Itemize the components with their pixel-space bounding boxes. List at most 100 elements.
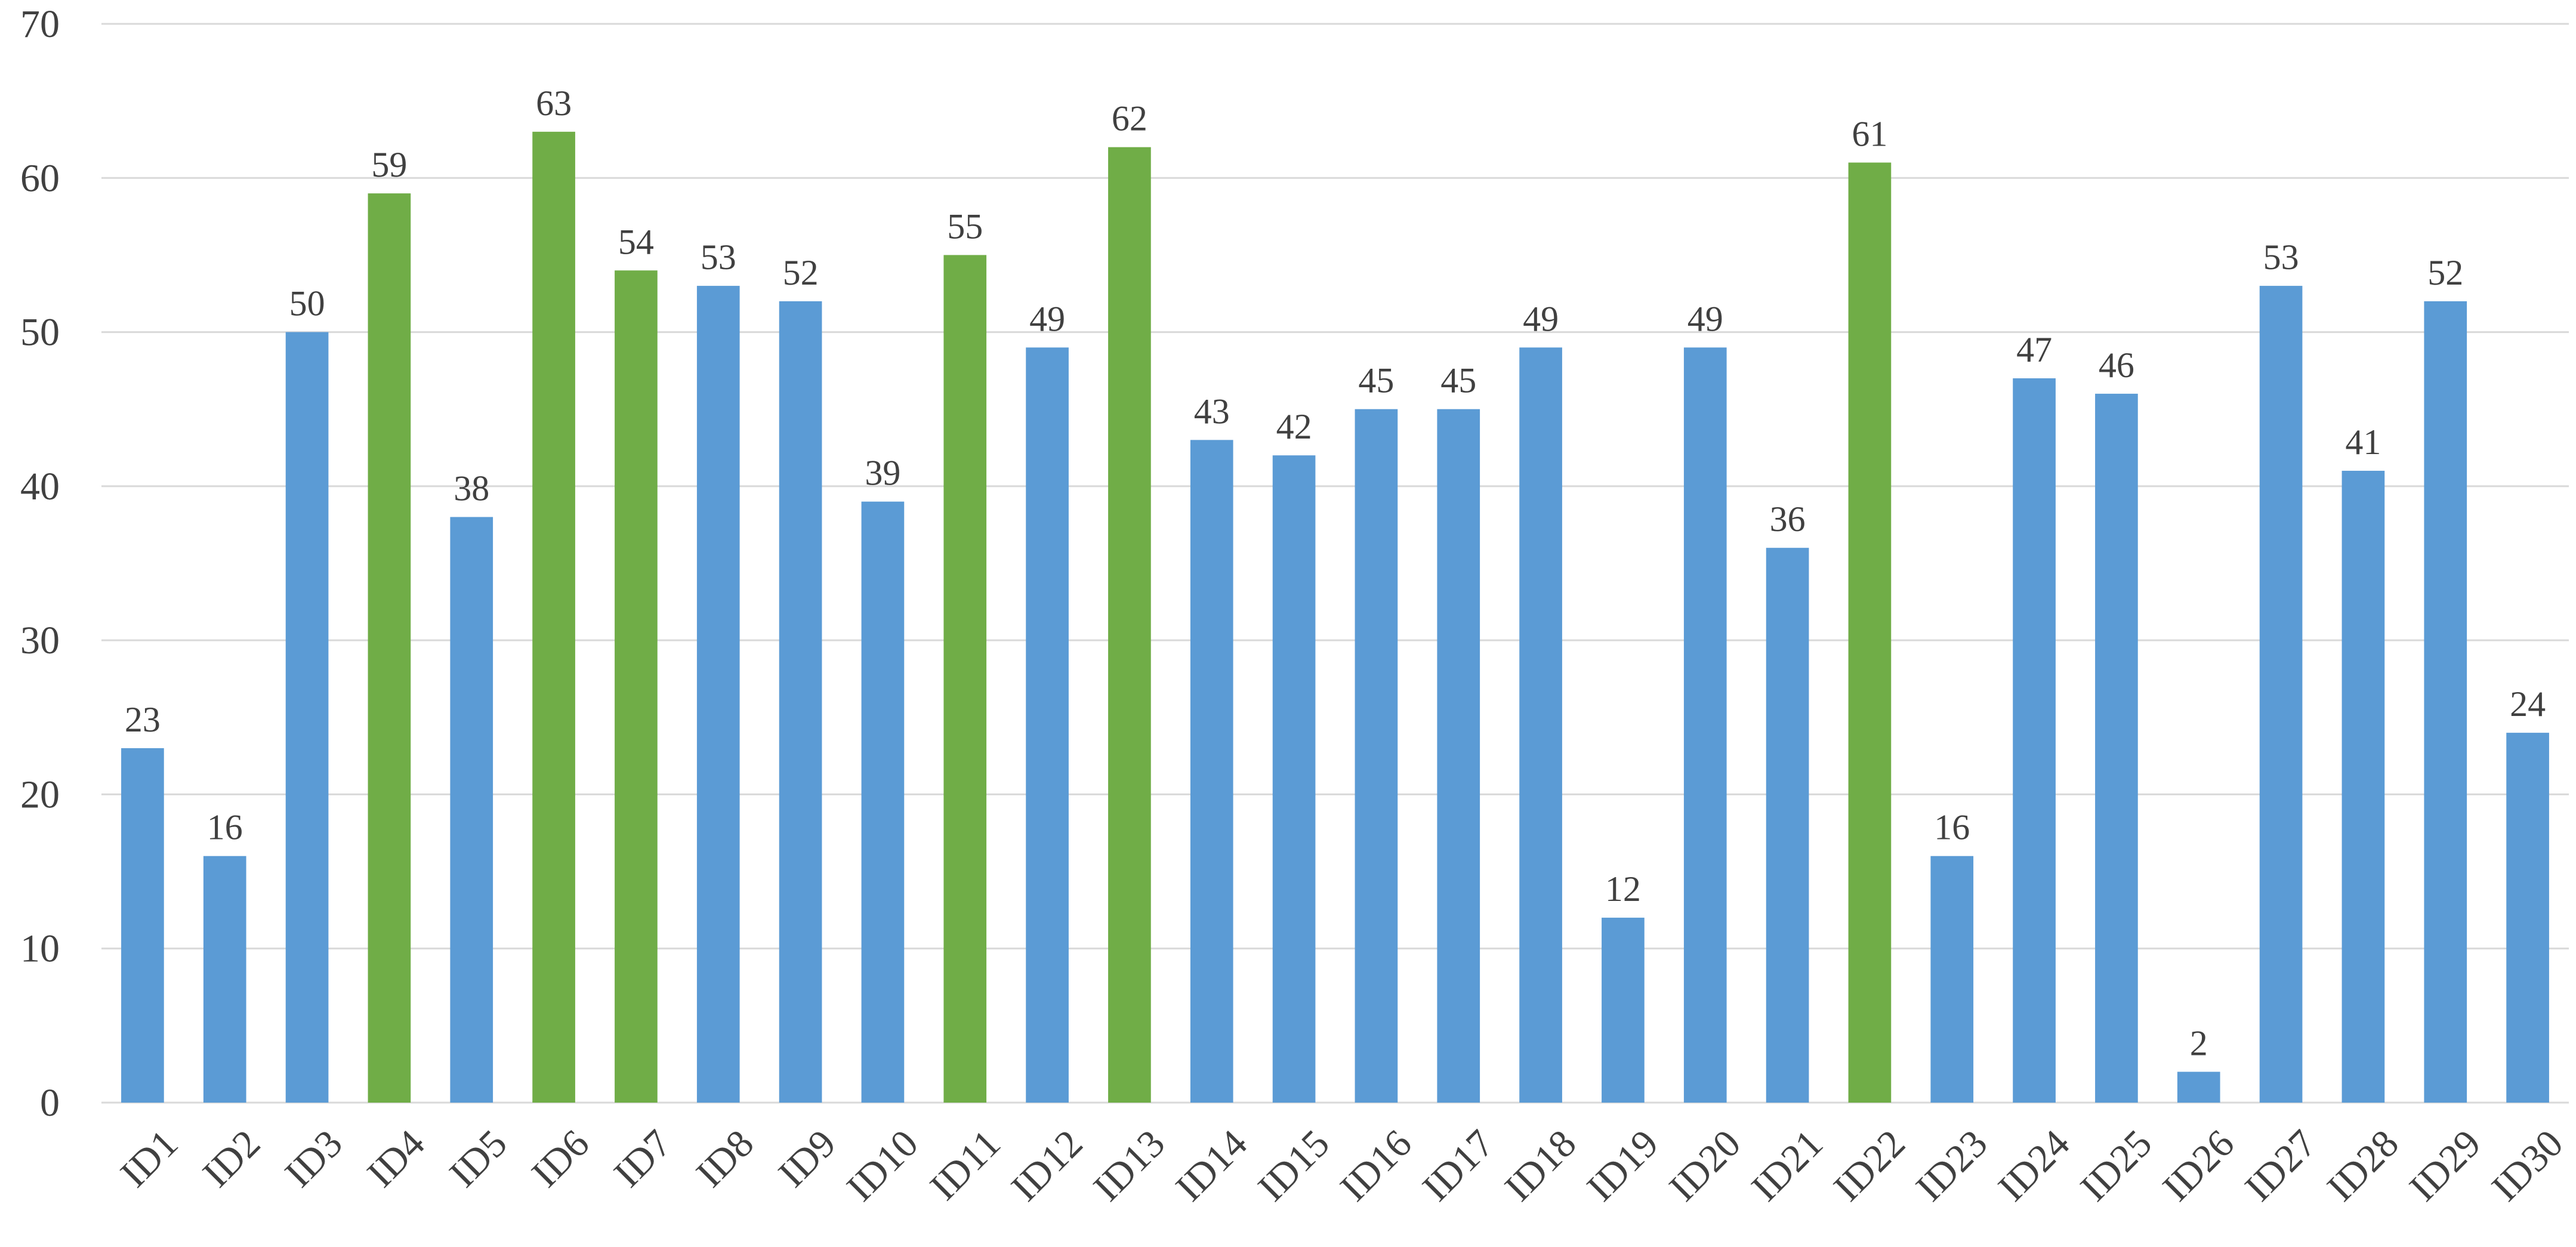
x-tick-label-id8: ID8 — [688, 1122, 762, 1196]
data-label-id9: 52 — [783, 253, 819, 292]
data-label-id5: 38 — [454, 469, 489, 508]
data-label-id25: 46 — [2099, 345, 2134, 385]
bar-id14 — [1190, 440, 1233, 1103]
bar-id30 — [2506, 733, 2549, 1103]
data-label-id15: 42 — [1276, 407, 1312, 446]
data-label-id1: 23 — [125, 700, 161, 739]
data-label-id6: 63 — [536, 84, 572, 123]
data-label-id8: 53 — [701, 237, 736, 277]
data-label-id12: 49 — [1029, 299, 1065, 338]
data-label-id21: 36 — [1770, 499, 1806, 539]
y-tick-label: 40 — [20, 465, 60, 508]
x-tick-label-id9: ID9 — [770, 1122, 844, 1196]
x-tick-label-id7: ID7 — [606, 1122, 680, 1196]
bar-id5 — [450, 517, 493, 1103]
bar-id26 — [2177, 1072, 2220, 1103]
bar-id1 — [121, 748, 164, 1103]
data-label-id28: 41 — [2345, 422, 2381, 462]
x-tick-label-id14: ID14 — [1168, 1122, 1256, 1210]
bar-id6 — [532, 131, 575, 1103]
x-tick-label-id2: ID2 — [195, 1122, 269, 1196]
x-tick-label-id21: ID21 — [1743, 1122, 1831, 1210]
data-label-id24: 47 — [2016, 330, 2052, 369]
y-tick-label: 70 — [20, 2, 60, 46]
bar-id12 — [1026, 347, 1069, 1103]
bar-id27 — [2259, 286, 2303, 1103]
bar-id7 — [615, 270, 658, 1103]
gridlines — [101, 23, 2569, 1104]
bar-id19 — [1602, 918, 1645, 1103]
data-label-id19: 12 — [1605, 869, 1641, 909]
x-axis-ticks: ID1 ID2 ID3 ID4 ID5 ID6 ID7 ID8 ID9ID10ID11ID12I… — [112, 1122, 2571, 1210]
data-label-id3: 50 — [289, 284, 325, 323]
x-tick-label-id26: ID26 — [2155, 1122, 2243, 1210]
data-label-id4: 59 — [371, 145, 407, 184]
x-tick-label-id15: ID15 — [1250, 1122, 1338, 1210]
y-axis-ticks: 0 10 20 30 40 50 60 70 — [20, 2, 60, 1125]
y-tick-label: 60 — [20, 156, 60, 200]
x-tick-label-id13: ID13 — [1085, 1122, 1174, 1210]
x-tick-label-id16: ID16 — [1332, 1122, 1420, 1210]
data-label-id18: 49 — [1523, 299, 1559, 338]
data-labels: 23 16 50 59 38 63 54 53 52 39 55 49 62 43 42 45 45 49 12 49… — [125, 84, 2546, 1063]
x-tick-label-id17: ID17 — [1414, 1122, 1503, 1210]
bar-id10 — [861, 501, 905, 1103]
bar-id25 — [2095, 393, 2138, 1103]
x-tick-label-id20: ID20 — [1661, 1122, 1750, 1210]
data-label-id22: 61 — [1852, 114, 1887, 153]
x-tick-label-id5: ID5 — [441, 1122, 515, 1196]
data-label-id20: 49 — [1687, 299, 1723, 338]
bar-id15 — [1272, 455, 1316, 1103]
bar-id23 — [1930, 856, 1974, 1103]
bar-id17 — [1437, 409, 1480, 1103]
y-tick-label: 0 — [40, 1081, 60, 1125]
bar-id4 — [368, 193, 411, 1103]
data-label-id29: 52 — [2427, 253, 2463, 292]
bar-id18 — [1519, 347, 1562, 1103]
bar-id8 — [696, 286, 740, 1103]
data-label-id11: 55 — [947, 206, 983, 246]
data-label-id14: 43 — [1194, 391, 1230, 431]
data-label-id16: 45 — [1358, 361, 1394, 400]
x-tick-label-id27: ID27 — [2236, 1122, 2325, 1210]
bar-id13 — [1108, 147, 1151, 1103]
bar-id2 — [203, 856, 246, 1103]
x-tick-label-id11: ID11 — [922, 1122, 1009, 1209]
data-label-id26: 2 — [2190, 1023, 2208, 1063]
bars — [121, 131, 2549, 1103]
data-label-id23: 16 — [1934, 808, 1970, 847]
x-tick-label-id29: ID29 — [2401, 1122, 2489, 1210]
bar-id21 — [1766, 548, 1809, 1103]
bar-id9 — [779, 301, 822, 1103]
x-tick-label-id3: ID3 — [277, 1122, 351, 1196]
x-tick-label-id19: ID19 — [1579, 1122, 1667, 1210]
bar-id3 — [285, 332, 329, 1103]
y-tick-label: 10 — [20, 927, 60, 971]
y-tick-label: 20 — [20, 773, 60, 816]
data-label-id30: 24 — [2510, 684, 2546, 724]
x-tick-label-id25: ID25 — [2072, 1122, 2161, 1210]
y-tick-label: 30 — [20, 619, 60, 662]
y-tick-label: 50 — [20, 311, 60, 354]
bar-id16 — [1355, 409, 1398, 1103]
x-tick-label-id28: ID28 — [2319, 1122, 2407, 1210]
bar-id20 — [1683, 347, 1727, 1103]
data-label-id17: 45 — [1440, 361, 1476, 400]
data-label-id7: 54 — [618, 222, 654, 261]
data-label-id2: 16 — [207, 808, 243, 847]
x-tick-label-id4: ID4 — [359, 1122, 433, 1196]
bar-id22 — [1848, 162, 1892, 1103]
x-tick-label-id6: ID6 — [523, 1122, 597, 1196]
x-tick-label-id1: ID1 — [112, 1122, 186, 1196]
x-tick-label-id18: ID18 — [1497, 1122, 1585, 1210]
x-tick-label-id24: ID24 — [1990, 1122, 2078, 1210]
bar-id29 — [2424, 301, 2467, 1103]
x-tick-label-id23: ID23 — [1908, 1122, 1996, 1210]
bar-id24 — [2013, 378, 2056, 1103]
data-label-id13: 62 — [1112, 99, 1147, 138]
bar-id11 — [943, 255, 987, 1103]
data-label-id27: 53 — [2263, 237, 2299, 277]
x-tick-label-id30: ID30 — [2484, 1122, 2572, 1210]
x-tick-label-id10: ID10 — [838, 1122, 927, 1210]
